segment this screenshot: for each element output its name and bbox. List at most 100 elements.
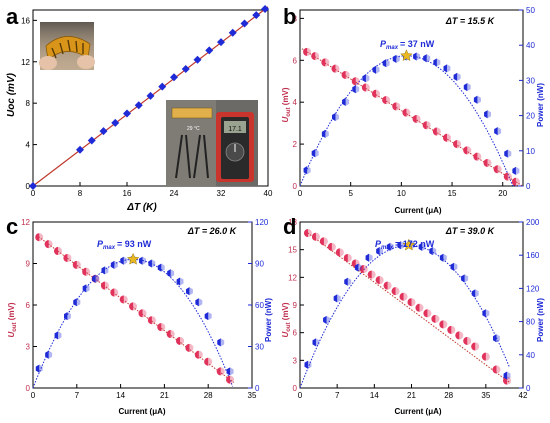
a-ytick-label: 8 [26,99,31,108]
c-ytick-label: 12 [21,218,30,227]
d-xtick-label: 14 [370,391,379,400]
d-power-point-fill [471,289,476,298]
b-voltage-point-fill [442,133,447,142]
c-pmax-star [126,252,140,265]
a-ylabel: Uoc (mV) [6,72,17,117]
b-ytick-label: 8 [293,14,298,23]
c-power-point-fill [92,274,96,283]
b-voltage-point-fill [361,83,366,92]
b-y2tick-label: 0 [526,182,531,191]
b-power-point-fill [392,54,397,63]
b-power-point-fill [382,59,387,68]
b-power-point-fill [372,65,377,74]
b-power-point-fill [352,85,356,94]
b-voltage-point-fill [493,165,498,174]
b-voltage-point-fill [372,89,377,98]
b-y2tick-label: 40 [526,41,535,50]
b-voltage-fit [301,48,523,187]
c-ylabel: Uout (mV) [7,302,18,337]
d-ytick-label: 18 [288,218,297,227]
c-power-fit [32,258,234,389]
d-xtick-label: 21 [407,391,416,400]
a-data-point [99,127,108,136]
d-voltage-point-fill [359,265,364,274]
b-voltage-point-fill [503,172,508,181]
c-voltage-point-fill [100,281,105,290]
d-voltage-point-fill [311,232,316,241]
a-data-point [146,91,155,100]
b-power-point-fill [494,127,498,136]
a-xtick-label: 0 [31,189,36,198]
a-ytick-label: 16 [21,16,30,25]
c-power-point-fill [101,266,105,275]
b-power-point-fill [303,166,308,175]
b-voltage-point-fill [453,140,458,149]
inset-meter-reading: 17.1 [228,126,242,133]
c-power-point-fill [148,259,152,268]
b-y2tick-label: 30 [526,76,535,85]
c-power-point-fill [139,256,143,265]
b-voltage-point-fill [331,64,336,73]
c-power-point-fill [195,298,199,307]
c-power-point-fill [120,256,124,265]
b-voltage-point-fill [341,70,346,79]
c-voltage-fit [35,234,235,383]
c-xtick-label: 7 [75,391,80,400]
c-voltage-point-fill [110,288,115,297]
c-y2tick-label: 30 [255,343,264,352]
b-dt-annotation: ΔT = 15.5 K [445,16,496,26]
d-power-point-fill [354,263,359,272]
d-voltage-point-fill [375,276,380,285]
d-voltage-point-fill [415,303,420,312]
c-voltage-point-fill [72,260,77,269]
d-voltage-point-fill [391,287,396,296]
a-data-point [240,19,249,28]
b-xtick-label: 15 [448,189,457,198]
d-pmax-annotation: Pmax = 172 nW [375,239,435,251]
d-y2tick-label: 40 [526,351,535,360]
a-data-point [193,55,202,64]
c-dt-annotation: ΔT = 26.0 K [187,226,238,236]
a-data-point [87,136,96,145]
panel-label-c: c [6,214,18,239]
d-xtick-label: 28 [444,391,453,400]
d-power-point-fill [344,277,348,286]
c-power-point-fill [64,312,68,321]
b-voltage-point-fill [321,58,326,67]
b-ytick-label: 6 [293,56,298,65]
b-voltage-point-fill [351,77,356,86]
a-data-point [134,101,143,110]
d-y2tick-label: 120 [526,284,540,293]
b-y2tick-label: 50 [526,6,535,15]
b-ylabel: Uout (mV) [281,87,292,122]
c-voltage-point-fill [216,367,221,376]
d-dt-annotation: ΔT = 39.0 K [445,226,496,236]
d-power-point-fill [450,262,454,271]
b-voltage-point-fill [303,47,308,56]
c-power-point-fill [110,260,115,269]
b-xtick-label: 10 [397,189,406,198]
d-voltage-point-fill [367,270,372,279]
b-y2tick-label: 20 [526,112,535,121]
c-y2label: Power (nW) [264,298,273,342]
d-voltage-point-fill [463,336,468,345]
d-power-point-fill [312,338,316,347]
b-voltage-point-fill [432,127,437,136]
d-y2tick-label: 200 [526,218,540,227]
d-voltage-point-fill [399,292,404,301]
b-xtick-label: 20 [498,189,507,198]
c-power-point-fill [35,364,40,373]
b-power-point-fill [512,166,516,175]
b-power-point-fill [423,54,427,63]
c-power-point-fill [157,263,162,272]
a-frame [32,9,269,187]
c-ytick-label: 0 [26,384,31,393]
d-power-point-fill [503,371,508,380]
d-voltage-point-fill [335,248,340,257]
c-voltage-point-fill [63,253,68,262]
c-power-point-fill [54,331,59,340]
d-ytick-label: 15 [288,246,297,255]
c-voltage-point-fill [166,330,171,339]
d-voltage-point-fill [455,331,460,340]
